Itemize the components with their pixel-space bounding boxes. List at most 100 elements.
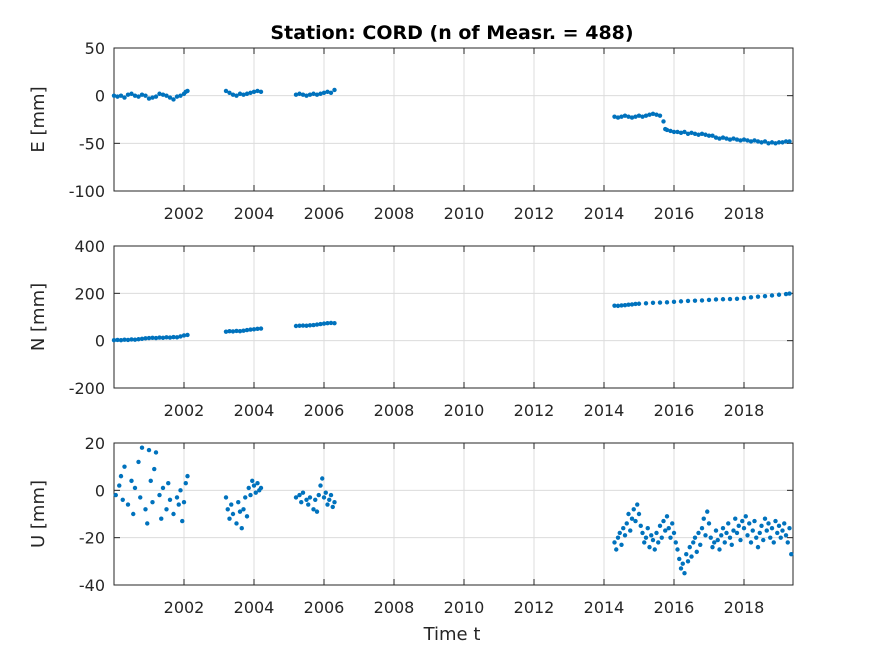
data-point (675, 129, 680, 135)
data-point (185, 88, 190, 94)
data-point (754, 535, 759, 540)
series-up (113, 445, 794, 576)
x-tick-label: 2016 (654, 598, 695, 617)
data-point (719, 533, 724, 538)
data-point (125, 337, 131, 343)
data-point (293, 323, 299, 329)
data-point (157, 91, 162, 96)
data-point (321, 90, 327, 96)
x-tick-label: 2014 (584, 204, 625, 223)
data-point (152, 466, 157, 472)
data-point (713, 135, 719, 140)
data-point (164, 93, 169, 98)
x-tick-label: 2004 (234, 598, 275, 617)
data-point (243, 495, 248, 500)
data-point (629, 115, 635, 120)
data-point (633, 301, 638, 307)
x-tick-label: 2018 (724, 401, 765, 420)
data-point (685, 131, 691, 136)
data-point (258, 326, 264, 331)
x-tick-label: 2010 (444, 204, 485, 223)
data-point (647, 112, 652, 117)
data-point (300, 490, 306, 495)
data-point (176, 502, 181, 507)
data-point (710, 544, 715, 550)
data-point (111, 337, 117, 343)
data-point (132, 485, 138, 491)
data-point (687, 544, 692, 550)
data-point (619, 542, 624, 547)
data-point (717, 547, 722, 552)
data-point (171, 97, 176, 102)
data-point (738, 537, 743, 543)
x-tick-label: 2006 (304, 598, 345, 617)
data-point (741, 137, 747, 142)
data-point (692, 535, 698, 540)
data-point (678, 566, 684, 571)
data-point (230, 329, 236, 334)
data-point (248, 492, 253, 498)
data-point (615, 535, 621, 540)
data-point (160, 485, 166, 491)
data-point (785, 540, 790, 545)
data-point (617, 530, 622, 536)
data-point (297, 91, 302, 96)
data-point (635, 502, 640, 507)
x-tick-label: 2018 (724, 204, 765, 223)
data-point (143, 93, 148, 98)
data-point (300, 323, 306, 328)
data-point (129, 337, 134, 342)
data-point (731, 136, 736, 141)
x-axis-label: Time t (423, 624, 481, 645)
data-point (636, 301, 642, 306)
data-point (678, 130, 684, 136)
plot-area-north (113, 245, 794, 389)
data-point (689, 130, 694, 136)
data-point (671, 299, 677, 305)
data-point (241, 507, 246, 512)
data-point (621, 526, 626, 531)
data-point (318, 483, 323, 488)
data-point (706, 133, 712, 138)
axes-frame-up (113, 442, 794, 586)
y-tick-label: -20 (79, 529, 105, 548)
data-point (139, 92, 145, 97)
data-point (129, 91, 134, 96)
data-point (237, 91, 243, 96)
data-point (304, 497, 309, 502)
x-tick-label: 2008 (374, 598, 415, 617)
x-tick-label: 2008 (374, 204, 415, 223)
data-point (153, 335, 159, 341)
data-point (122, 337, 127, 342)
data-point (769, 526, 775, 531)
data-point (136, 459, 141, 465)
data-point (734, 296, 740, 301)
data-point (661, 119, 666, 124)
data-point (771, 540, 776, 545)
data-point (237, 509, 243, 514)
data-point (628, 528, 633, 533)
data-point (255, 88, 260, 94)
data-point (136, 337, 141, 342)
data-point (720, 135, 726, 140)
data-point (248, 90, 253, 96)
data-point (146, 447, 152, 453)
panel-east: 2002 2004 2006 2008 2010 2012 2014 2016 2018 -100… (28, 39, 794, 223)
data-point (726, 521, 731, 526)
data-point (244, 327, 250, 333)
data-point (159, 516, 164, 521)
data-point (313, 497, 318, 502)
data-point (787, 139, 792, 144)
data-point (734, 530, 740, 536)
data-point (321, 321, 327, 326)
data-point (122, 464, 127, 469)
data-point (696, 530, 701, 536)
data-point (743, 514, 748, 519)
data-point (171, 511, 176, 517)
data-point (696, 132, 701, 137)
data-point (236, 499, 241, 505)
x-tick-label: 2016 (654, 204, 695, 223)
data-point (650, 537, 656, 543)
data-point (715, 537, 720, 543)
data-point (181, 499, 187, 505)
